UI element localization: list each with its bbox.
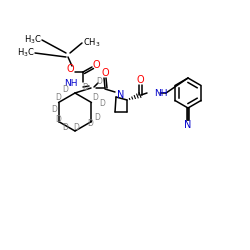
Text: D: D [99, 100, 105, 108]
Text: D: D [96, 78, 102, 86]
Text: N: N [184, 120, 192, 130]
Text: H$_3$C: H$_3$C [17, 47, 35, 59]
Text: D: D [82, 84, 88, 92]
Text: CH$_3$: CH$_3$ [83, 37, 100, 49]
Text: D: D [92, 92, 98, 102]
Text: NH: NH [64, 80, 78, 88]
Text: D: D [87, 120, 93, 128]
Text: D: D [55, 116, 61, 124]
Text: O: O [92, 60, 100, 70]
Text: D: D [73, 124, 79, 132]
Text: NH: NH [154, 88, 168, 98]
Text: O: O [101, 68, 109, 78]
Text: D: D [51, 106, 57, 114]
Text: D: D [62, 124, 68, 132]
Text: N: N [117, 90, 124, 100]
Text: O: O [66, 64, 74, 74]
Text: O: O [136, 75, 144, 85]
Text: D: D [94, 112, 100, 122]
Text: H$_3$C: H$_3$C [24, 34, 42, 46]
Text: D: D [55, 94, 61, 102]
Text: D: D [62, 86, 68, 94]
